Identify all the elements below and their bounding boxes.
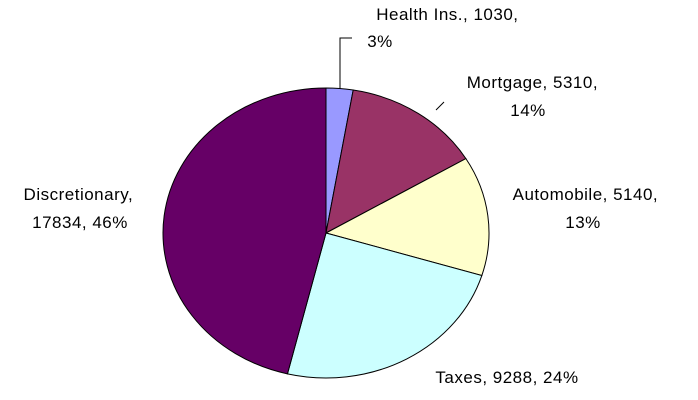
pie-slice (286, 232, 483, 379)
data-label: Mortgage, 5310, 14% (467, 73, 604, 120)
data-label: Automobile, 5140, 13% (513, 185, 664, 232)
leader-line (339, 37, 352, 90)
pie-slice (325, 89, 467, 234)
slices (162, 87, 490, 379)
data-label: Discretionary, 17834, 46% (24, 185, 139, 232)
leader-line (435, 101, 445, 111)
pie-slice (162, 87, 327, 375)
data-label: Taxes, 9288, 24% (435, 368, 578, 387)
data-label: Health Ins., 1030, 3% (367, 5, 524, 51)
pie-slice (324, 157, 490, 277)
